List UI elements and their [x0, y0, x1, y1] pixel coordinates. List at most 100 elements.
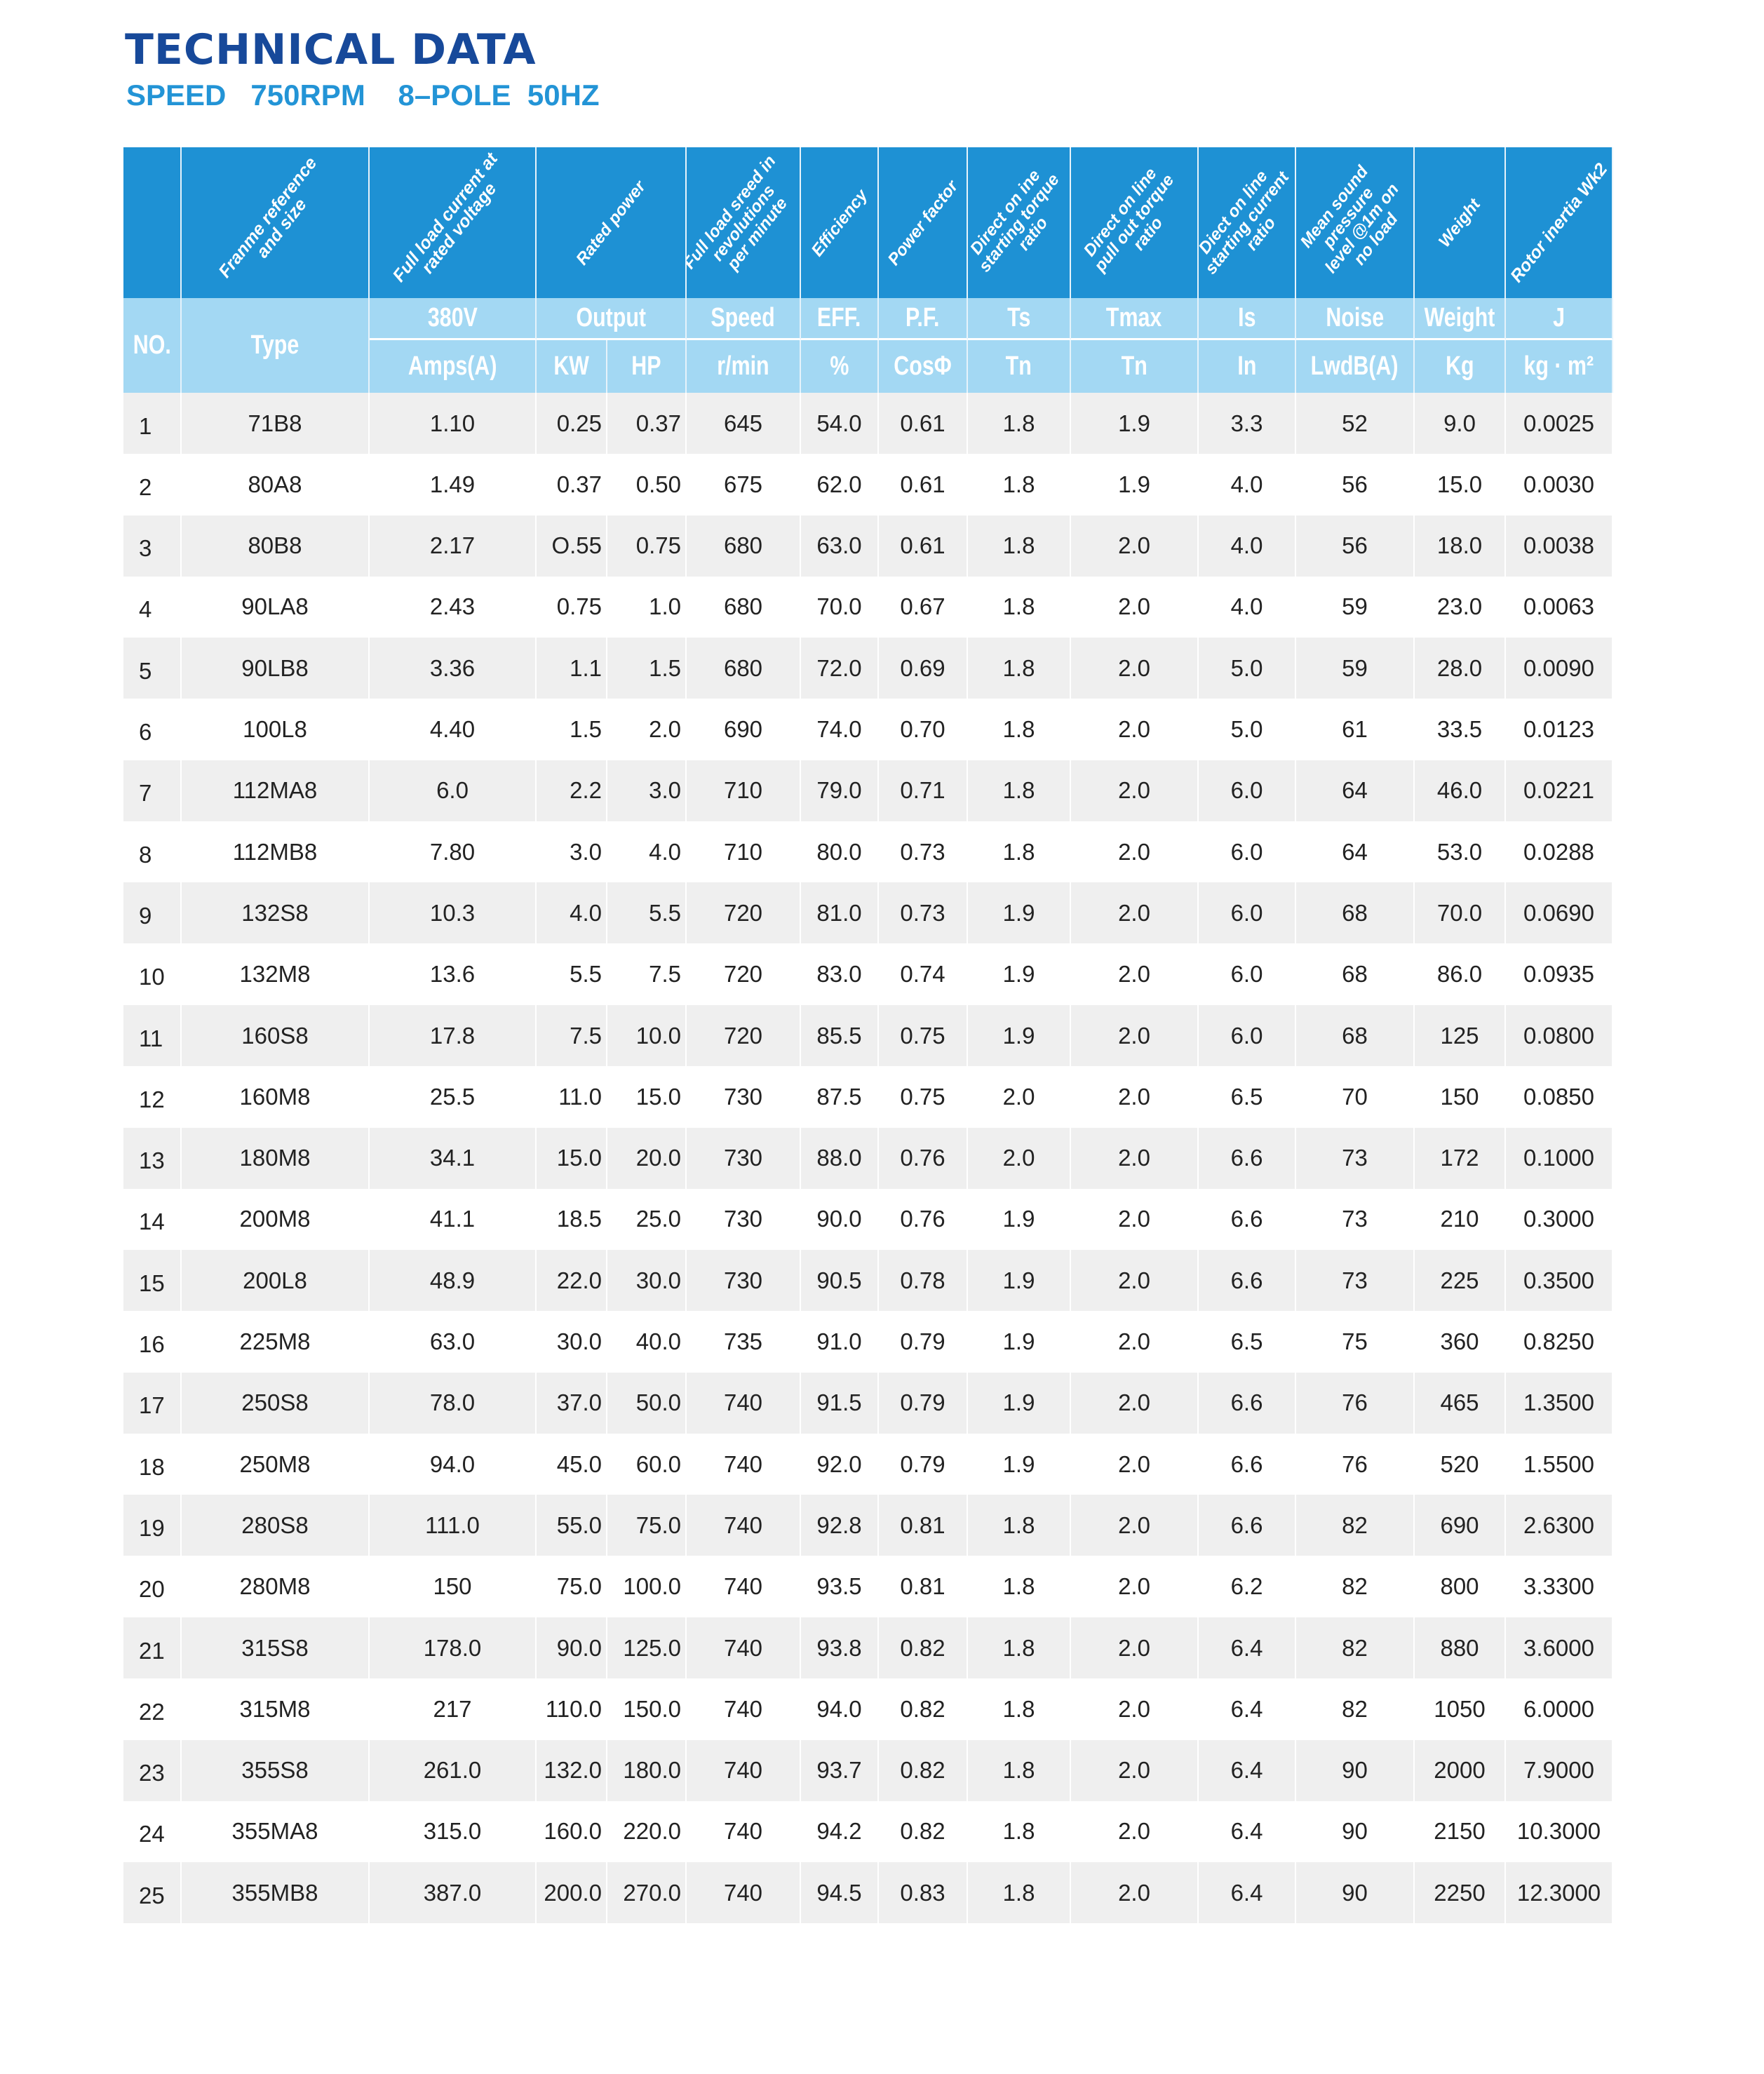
- cell-efficiency: 88.0: [801, 1127, 879, 1189]
- cell-is-in: 4.0: [1199, 454, 1296, 516]
- cell-power-factor: 0.76: [879, 1188, 968, 1250]
- header-description-cell: Full load sreed in revolutions per minut…: [687, 147, 801, 298]
- cell-noise: 64: [1296, 760, 1415, 821]
- cell-hp: 4.0: [607, 821, 687, 883]
- cell-speed: 740: [687, 1739, 801, 1801]
- cell-ts-tn: 1.8: [968, 576, 1071, 638]
- cell-power-factor: 0.81: [879, 1556, 968, 1617]
- cell-no: 17: [123, 1372, 182, 1434]
- subheader-voltage: 380V: [370, 298, 537, 340]
- cell-hp: 100.0: [607, 1556, 687, 1617]
- header-description-cell: Power factor: [879, 147, 968, 298]
- cell-efficiency: 92.8: [801, 1495, 879, 1556]
- cell-noise: 59: [1296, 638, 1415, 699]
- cell-tmax-tn: 2.0: [1071, 882, 1199, 944]
- cell-is-in: 6.5: [1199, 1311, 1296, 1373]
- cell-hp: 7.5: [607, 943, 687, 1005]
- cell-efficiency: 93.5: [801, 1556, 879, 1617]
- cell-type: 355S8: [182, 1739, 370, 1801]
- table-row: 17 250S8 78.0 37.0 50.0 740 91.5 0.79 1.9 2.0 6.6 7…: [123, 1372, 1613, 1434]
- cell-tmax-tn: 2.0: [1071, 1556, 1199, 1617]
- cell-is-in: 6.4: [1199, 1800, 1296, 1862]
- cell-is-in: 6.4: [1199, 1739, 1296, 1801]
- cell-weight: 800: [1415, 1556, 1506, 1617]
- cell-amps: 3.36: [370, 638, 537, 699]
- cell-weight: 33.5: [1415, 699, 1506, 760]
- cell-kw: 160.0: [537, 1800, 607, 1862]
- cell-kw: 75.0: [537, 1556, 607, 1617]
- cell-tmax-tn: 1.9: [1071, 393, 1199, 454]
- cell-noise: 52: [1296, 393, 1415, 454]
- cell-weight: 15.0: [1415, 454, 1506, 516]
- cell-inertia: 0.0850: [1506, 1066, 1613, 1128]
- cell-weight: 690: [1415, 1495, 1506, 1556]
- cell-inertia: 6.0000: [1506, 1678, 1613, 1740]
- cell-type: 80A8: [182, 454, 370, 516]
- cell-no: 20: [123, 1556, 182, 1617]
- cell-amps: 13.6: [370, 943, 537, 1005]
- cell-speed: 680: [687, 515, 801, 577]
- cell-is-in: 3.3: [1199, 393, 1296, 454]
- cell-is-in: 6.0: [1199, 760, 1296, 821]
- table-row: 10 132M8 13.6 5.5 7.5 720 83.0 0.74 1.9 2.0 6.0 68 8…: [123, 943, 1613, 1005]
- cell-no: 18: [123, 1434, 182, 1495]
- cell-inertia: 0.0030: [1506, 454, 1613, 516]
- cell-type: 112MA8: [182, 760, 370, 821]
- cell-weight: 1050: [1415, 1678, 1506, 1740]
- cell-kw: 3.0: [537, 821, 607, 883]
- cell-no: 11: [123, 1005, 182, 1066]
- table-row: 18 250M8 94.0 45.0 60.0 740 92.0 0.79 1.9 2.0 6.6 7…: [123, 1434, 1613, 1495]
- cell-power-factor: 0.82: [879, 1617, 968, 1678]
- cell-kw: 7.5: [537, 1005, 607, 1066]
- cell-type: 250S8: [182, 1372, 370, 1434]
- cell-speed: 740: [687, 1800, 801, 1862]
- cell-kw: 30.0: [537, 1311, 607, 1373]
- subheader-j: J: [1506, 298, 1613, 340]
- unit-lwdb: LwdB(A): [1296, 340, 1415, 393]
- cell-tmax-tn: 1.9: [1071, 454, 1199, 516]
- cell-is-in: 6.6: [1199, 1372, 1296, 1434]
- cell-noise: 68: [1296, 882, 1415, 944]
- cell-no: 3: [123, 515, 182, 577]
- cell-kw: O.55: [537, 515, 607, 577]
- cell-hp: 270.0: [607, 1862, 687, 1924]
- unit-amps: Amps(A): [370, 340, 537, 393]
- header-description-cell: Diect on line starting current ratio: [1199, 147, 1296, 298]
- cell-hp: 10.0: [607, 1005, 687, 1066]
- cell-amps: 10.3: [370, 882, 537, 944]
- cell-ts-tn: 1.8: [968, 699, 1071, 760]
- header-description-cell: Franme reference and size: [182, 147, 370, 298]
- cell-power-factor: 0.79: [879, 1372, 968, 1434]
- unit-tn-ts: Tn: [968, 340, 1071, 393]
- cell-power-factor: 0.61: [879, 393, 968, 454]
- cell-efficiency: 79.0: [801, 760, 879, 821]
- cell-efficiency: 85.5: [801, 1005, 879, 1066]
- header-description-cell: Weight: [1415, 147, 1506, 298]
- cell-weight: 150: [1415, 1066, 1506, 1128]
- cell-weight: 465: [1415, 1372, 1506, 1434]
- header-description-text: Direct on line pull out torque ratio: [1079, 163, 1178, 275]
- table-row: 14 200M8 41.1 18.5 25.0 730 90.0 0.76 1.9 2.0 6.6 7…: [123, 1188, 1613, 1250]
- cell-power-factor: 0.75: [879, 1005, 968, 1066]
- cell-power-factor: 0.69: [879, 638, 968, 699]
- cell-type: 280M8: [182, 1556, 370, 1617]
- cell-kw: 15.0: [537, 1127, 607, 1189]
- cell-noise: 82: [1296, 1617, 1415, 1678]
- cell-amps: 94.0: [370, 1434, 537, 1495]
- cell-kw: 4.0: [537, 882, 607, 944]
- cell-weight: 210: [1415, 1188, 1506, 1250]
- cell-efficiency: 62.0: [801, 454, 879, 516]
- header-description-text: Direct on ine starting torque ratio: [968, 166, 1063, 276]
- cell-no: 1: [123, 393, 182, 454]
- cell-noise: 90: [1296, 1800, 1415, 1862]
- cell-kw: 1.5: [537, 699, 607, 760]
- cell-power-factor: 0.81: [879, 1495, 968, 1556]
- cell-no: 22: [123, 1678, 182, 1740]
- cell-kw: 132.0: [537, 1739, 607, 1801]
- cell-ts-tn: 1.8: [968, 1617, 1071, 1678]
- cell-speed: 740: [687, 1434, 801, 1495]
- cell-type: 71B8: [182, 393, 370, 454]
- cell-kw: 0.75: [537, 576, 607, 638]
- cell-weight: 70.0: [1415, 882, 1506, 944]
- cell-hp: 75.0: [607, 1495, 687, 1556]
